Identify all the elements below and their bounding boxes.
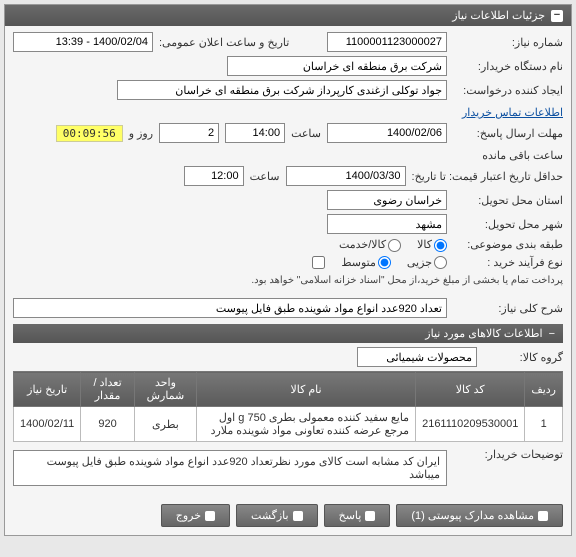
- items-section-header: − اطلاعات کالاهای مورد نیاز: [13, 324, 563, 343]
- process-check-option[interactable]: [310, 256, 325, 269]
- attachment-icon: [538, 511, 548, 521]
- budget-label: طبقه بندی موضوعی:: [453, 238, 563, 251]
- process-low-option[interactable]: جزیی: [407, 256, 447, 270]
- treasury-checkbox[interactable]: [312, 256, 325, 269]
- col-date: تاریخ نیاز: [14, 372, 81, 407]
- process-mid-radio[interactable]: [378, 256, 391, 269]
- view-attachments-button[interactable]: مشاهده مدارک پیوستی (1): [396, 504, 563, 527]
- province-label: استان محل تحویل:: [453, 194, 563, 207]
- group-field[interactable]: [357, 347, 477, 367]
- process-mid-option[interactable]: متوسط: [341, 256, 391, 270]
- cell-unit: بطری: [134, 407, 196, 442]
- budget-service-option[interactable]: کالا/خدمت: [339, 238, 401, 252]
- collapse-icon[interactable]: −: [549, 328, 555, 340]
- deadline-date-field[interactable]: [327, 123, 447, 143]
- group-label: گروه کالا:: [483, 351, 563, 364]
- timer-label: ساعت باقی مانده: [482, 149, 563, 162]
- buyer-label: نام دستگاه خریدار:: [453, 60, 563, 73]
- back-icon: [293, 511, 303, 521]
- back-button[interactable]: بازگشت: [236, 504, 318, 527]
- col-code: کد کالا: [416, 372, 525, 407]
- table-header-row: ردیف کد کالا نام کالا واحد شمارش تعداد /…: [14, 372, 563, 407]
- process-low-radio[interactable]: [434, 256, 447, 269]
- datetime-field[interactable]: [13, 32, 153, 52]
- col-qty: تعداد / مقدار: [81, 372, 135, 407]
- panel-title: جزئیات اطلاعات نیاز: [452, 9, 545, 22]
- city-field[interactable]: [327, 214, 447, 234]
- exit-button[interactable]: خروج: [161, 504, 230, 527]
- budget-goods-option[interactable]: کالا: [417, 238, 447, 252]
- exit-icon: [205, 511, 215, 521]
- table-row[interactable]: 1 2161110209530001 مایع سفید کننده معمول…: [14, 407, 563, 442]
- countdown-timer: 00:09:56: [56, 125, 123, 142]
- days-field[interactable]: [159, 123, 219, 143]
- budget-service-radio[interactable]: [388, 239, 401, 252]
- collapse-icon[interactable]: −: [551, 10, 563, 22]
- validity-hour-field[interactable]: [184, 166, 244, 186]
- buyer-comment: ایران کد مشابه است کالای مورد نظرتعداد 9…: [13, 450, 447, 486]
- desc-label: شرح کلی نیاز:: [453, 302, 563, 315]
- comment-label: توضیحات خریدار:: [453, 448, 563, 461]
- validity-hour-label: ساعت: [250, 170, 280, 183]
- cell-name: مایع سفید کننده معمولی بطری 750 g اول مر…: [196, 407, 415, 442]
- process-note: پرداخت تمام یا بخشی از مبلغ خرید،از محل …: [251, 275, 563, 286]
- items-title: اطلاعات کالاهای مورد نیاز: [425, 327, 542, 340]
- creator-label: ایجاد کننده درخواست:: [453, 84, 563, 97]
- budget-goods-radio[interactable]: [434, 239, 447, 252]
- need-no-label: شماره نیاز:: [453, 36, 563, 49]
- buyer-field[interactable]: [227, 56, 447, 76]
- button-row: مشاهده مدارک پیوستی (1) پاسخ بازگشت خروج: [5, 496, 571, 535]
- details-panel: − جزئیات اطلاعات نیاز شماره نیاز: تاریخ …: [4, 4, 572, 536]
- deadline-hour-field[interactable]: [225, 123, 285, 143]
- cell-qty: 920: [81, 407, 135, 442]
- reply-button[interactable]: پاسخ: [324, 504, 391, 527]
- province-field[interactable]: [327, 190, 447, 210]
- panel-header: − جزئیات اطلاعات نیاز: [5, 5, 571, 26]
- deadline-label: مهلت ارسال پاسخ:: [453, 127, 563, 140]
- validity-label: حداقل تاریخ اعتبار قیمت: تا تاریخ:: [412, 170, 563, 183]
- col-unit: واحد شمارش: [134, 372, 196, 407]
- cell-idx: 1: [525, 407, 563, 442]
- col-name: نام کالا: [196, 372, 415, 407]
- city-label: شهر محل تحویل:: [453, 218, 563, 231]
- cell-code: 2161110209530001: [416, 407, 525, 442]
- days-label: روز و: [129, 127, 153, 140]
- deadline-hour-label: ساعت: [291, 127, 321, 140]
- reply-icon: [365, 511, 375, 521]
- col-idx: ردیف: [525, 372, 563, 407]
- form-body: شماره نیاز: تاریخ و ساعت اعلان عمومی: نا…: [5, 26, 571, 496]
- process-label: نوع فرآیند خرید :: [453, 256, 563, 269]
- need-no-field[interactable]: [327, 32, 447, 52]
- datetime-label: تاریخ و ساعت اعلان عمومی:: [159, 36, 289, 49]
- cell-date: 1400/02/11: [14, 407, 81, 442]
- desc-field[interactable]: [13, 298, 447, 318]
- items-table: ردیف کد کالا نام کالا واحد شمارش تعداد /…: [13, 371, 563, 442]
- creator-field[interactable]: [117, 80, 447, 100]
- validity-date-field[interactable]: [286, 166, 406, 186]
- contact-link[interactable]: اطلاعات تماس خریدار: [462, 106, 563, 119]
